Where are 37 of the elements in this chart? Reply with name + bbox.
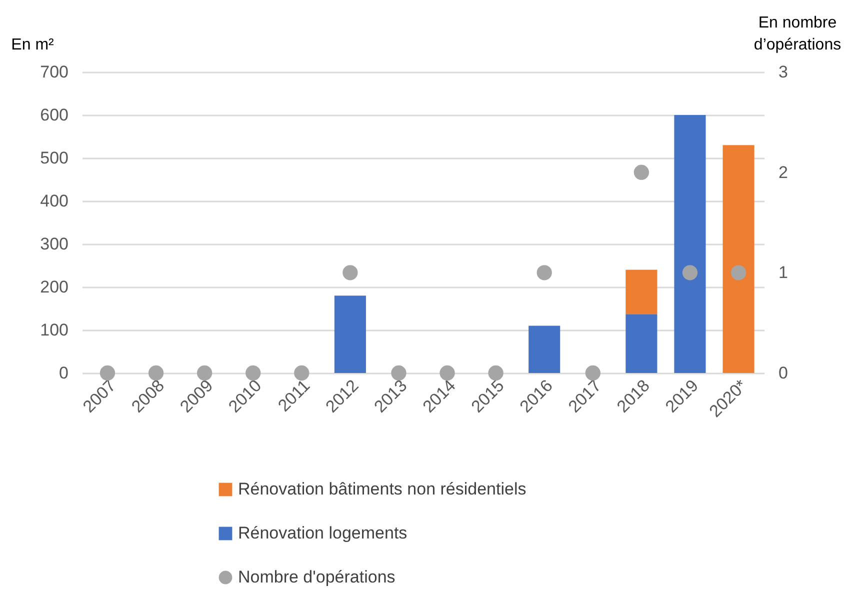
y-tick-label: 600	[40, 106, 68, 124]
point	[196, 365, 212, 381]
bar	[528, 326, 560, 373]
legend-label: Rénovation bâtiments non résidentiels	[238, 480, 526, 498]
bar	[674, 115, 706, 373]
point	[391, 365, 406, 381]
y2-axis-title: En nombre d’opérations	[754, 14, 842, 54]
point	[536, 265, 552, 280]
point	[100, 365, 116, 381]
y-tick-label: 0	[59, 364, 68, 382]
y2-tick-label: 2	[778, 162, 788, 182]
y-tick-label: 300	[40, 234, 68, 254]
y-tick-label: 200	[40, 278, 68, 296]
bar	[626, 270, 658, 314]
point	[148, 365, 164, 381]
y2-tick-label: 1	[778, 263, 788, 282]
point	[440, 365, 455, 381]
y2-tick-label: 0	[778, 364, 788, 382]
legend-label: Rénovation logements	[238, 524, 408, 542]
point	[342, 265, 358, 280]
y2-tick-label: 3	[778, 62, 788, 82]
point	[294, 365, 310, 381]
point	[730, 265, 746, 280]
point	[488, 365, 504, 381]
y-tick-label: 100	[40, 320, 68, 340]
point	[246, 365, 261, 381]
bar	[334, 296, 366, 373]
point	[682, 265, 698, 280]
y-tick-label: 500	[40, 148, 68, 168]
bar	[722, 145, 754, 373]
y-tick-label: 400	[40, 192, 68, 210]
bar	[626, 314, 658, 373]
y-axis-title: En m²	[11, 36, 55, 54]
y-tick-label: 700	[40, 62, 68, 82]
point	[585, 365, 600, 381]
legend-label: Nombre d'opérations	[238, 568, 396, 586]
point	[634, 164, 650, 180]
